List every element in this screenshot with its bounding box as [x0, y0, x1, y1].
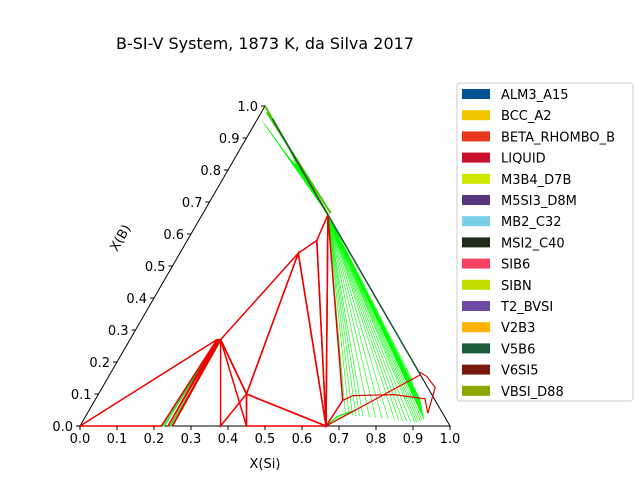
msi2-edge [271, 118, 422, 376]
tie-line [327, 214, 417, 423]
tie-line [327, 214, 350, 416]
legend-swatch [462, 301, 490, 311]
legend-label: V5B6 [501, 342, 535, 357]
tie-line [327, 214, 357, 416]
tie-line [327, 214, 383, 419]
y-tick-label: 0.0 [52, 420, 73, 435]
tie-line [327, 214, 389, 420]
tie-line [327, 214, 399, 421]
legend-swatch [462, 152, 490, 163]
x-tick-label: 0.0 [70, 432, 91, 447]
y-tick-label: 0.4 [126, 292, 147, 307]
chart-title: B-SI-V System, 1873 K, da Silva 2017 [116, 34, 414, 53]
x-axis-label: X(Si) [250, 457, 281, 472]
legend-swatch [462, 89, 490, 99]
y-tick-label: 0.9 [219, 132, 240, 147]
tie-line [327, 214, 425, 420]
x-tick-label: 0.9 [403, 432, 424, 447]
legend-swatch [462, 258, 490, 269]
tie-line [327, 214, 419, 422]
x-tick-label: 0.5 [255, 432, 276, 447]
three-phase-triangle [325, 214, 344, 429]
x-tick-label: 0.8 [366, 432, 387, 447]
legend-label: V6SI5 [501, 364, 539, 379]
legend-swatch [462, 343, 490, 354]
b-rich-boundary [266, 111, 332, 214]
tie-line [327, 214, 376, 418]
x-axis-ticks: 0.0 0.1 0.2 0.3 0.4 0.5 0.6 0.7 0.8 0.9 1.0 [70, 426, 461, 447]
legend-label: T2_BVSI [500, 300, 553, 315]
x-tick-label: 0.2 [144, 432, 165, 447]
x-tick-label: 1.0 [440, 432, 461, 447]
legend-swatch [462, 237, 490, 248]
x-tick-label: 0.1 [107, 432, 128, 447]
y-tick-label: 0.3 [108, 324, 129, 339]
three-phase-triangle [171, 338, 222, 427]
legend-swatch [462, 131, 490, 142]
y-tick-label: 0.1 [71, 388, 92, 403]
legend-label: SIB6 [501, 258, 530, 273]
tie-line [327, 214, 370, 418]
tie-line [327, 214, 395, 420]
legend-label: VBSI_D88 [501, 385, 564, 400]
x-tick-label: 0.6 [292, 432, 313, 447]
tie-line [327, 214, 421, 422]
legend-label: LIQUID [501, 152, 546, 167]
legend-swatch [462, 279, 490, 290]
y-tick-label: 0.8 [200, 164, 221, 179]
y-tick-label: 1.0 [237, 100, 258, 115]
tie-line [327, 214, 423, 421]
legend-swatch [462, 322, 490, 333]
three-phase-triangle [77, 338, 218, 427]
legend-label: MSI2_C40 [501, 236, 565, 251]
legend-label: M3B4_D7B [501, 173, 571, 188]
liquid-boundary [327, 214, 436, 414]
y-tick-label: 0.7 [182, 196, 203, 211]
legend-swatch [462, 216, 490, 227]
legend-box [456, 82, 634, 402]
legend-swatch [462, 385, 490, 396]
tie-line [327, 214, 416, 423]
y-tick-label: 0.2 [89, 356, 110, 371]
phase-boundary-line [325, 374, 421, 427]
legend-swatch [462, 195, 490, 205]
legend-label: V2B3 [501, 321, 535, 336]
y-axis-ticks: 0.0 0.1 0.2 0.3 0.4 0.5 0.6 0.7 0.8 0.9 1.0 [52, 100, 265, 435]
tie-line [327, 214, 407, 422]
tie-line [327, 214, 353, 416]
y-tick-label: 0.5 [145, 260, 166, 275]
x-tick-label: 0.4 [218, 432, 239, 447]
legend-swatch [462, 364, 490, 375]
x-tick-label: 0.7 [329, 432, 350, 447]
legend-swatch [462, 173, 490, 184]
plot-area [77, 105, 451, 429]
three-phase-triangle [167, 338, 221, 427]
legend-swatch [462, 110, 490, 121]
legend-label: MB2_C32 [501, 215, 562, 230]
legend-label: BETA_RHOMBO_B [501, 130, 615, 145]
x-tick-label: 0.3 [181, 432, 202, 447]
legend-label: SIBN [501, 279, 532, 294]
tie-line [327, 214, 360, 417]
legend: ALM3_A15 BCC_A2 BETA_RHOMBO_B LIQUID M3B4_D7… [456, 82, 634, 402]
y-tick-label: 0.6 [163, 228, 184, 243]
legend-label: M5SI3_D8M [501, 194, 577, 209]
legend-label: BCC_A2 [501, 109, 552, 124]
legend-label: ALM3_A15 [501, 88, 569, 103]
tie-line [327, 214, 364, 417]
tie-line [327, 214, 403, 421]
